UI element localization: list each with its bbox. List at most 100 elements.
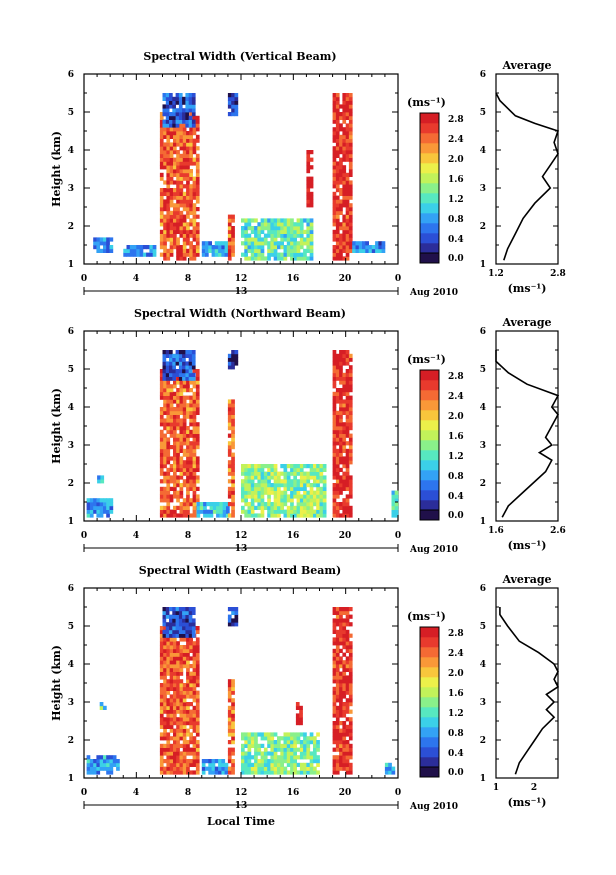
heatmap-cell — [342, 214, 347, 219]
heatmap-cell — [250, 483, 255, 488]
heatmap-cell — [176, 664, 180, 669]
heatmap-cell — [179, 460, 184, 465]
heatmap-cell — [332, 350, 337, 355]
heatmap-cell — [335, 422, 340, 427]
heatmap-cell — [159, 372, 164, 377]
heatmap-cell — [159, 448, 164, 453]
heatmap-cell — [189, 142, 193, 147]
heatmap-cell — [186, 486, 190, 491]
heatmap-cell — [348, 702, 353, 707]
heatmap-cell — [313, 755, 317, 760]
heatmap-cell — [159, 467, 164, 472]
heatmap-cell — [186, 380, 190, 385]
heatmap-cell — [227, 717, 232, 722]
heatmap-cell — [322, 483, 327, 488]
heatmap-cell — [182, 418, 187, 423]
heatmap-cell — [332, 399, 337, 404]
heatmap-cell — [290, 245, 294, 250]
heatmap-cell — [332, 134, 337, 139]
heatmap-cell — [260, 483, 265, 488]
heatmap-cell — [332, 407, 337, 412]
heatmap-cell — [185, 369, 190, 374]
heatmap-cell — [283, 747, 288, 752]
heatmap-cell — [286, 479, 291, 484]
heatmap-cell — [169, 713, 174, 718]
heatmap-cell — [348, 108, 353, 113]
heatmap-cell — [342, 184, 347, 189]
heatmap-cell — [309, 494, 314, 499]
heatmap-cell — [342, 667, 347, 672]
heatmap-cell — [163, 759, 167, 764]
heatmap-cell — [391, 513, 396, 518]
heatmap-cell — [195, 751, 200, 756]
heatmap-cell — [211, 766, 216, 771]
heatmap-cell — [176, 452, 180, 457]
heatmap-cell — [342, 350, 347, 355]
heatmap-cell — [176, 184, 180, 189]
heatmap-cell — [186, 475, 190, 480]
y-tick-label: 3 — [480, 441, 486, 451]
heatmap-cell — [182, 165, 187, 170]
heatmap-cell — [169, 622, 173, 627]
heatmap-cell — [179, 721, 184, 726]
heatmap-cell — [178, 350, 183, 355]
heatmap-cell — [96, 248, 101, 253]
heatmap-cell — [241, 505, 245, 510]
colorbar-frame — [419, 626, 440, 778]
heatmap-cell — [260, 513, 265, 518]
heatmap-cell — [263, 490, 268, 495]
heatmap-cell — [293, 743, 297, 748]
heatmap-cell — [182, 399, 187, 404]
heatmap-cell — [176, 157, 180, 162]
heatmap-cell — [195, 229, 200, 234]
heatmap-cell — [303, 256, 307, 261]
heatmap-cell — [299, 245, 304, 250]
heatmap-cell — [348, 184, 353, 189]
heatmap-cell — [335, 426, 340, 431]
heatmap-cell — [241, 755, 245, 760]
heatmap-cell — [332, 245, 337, 250]
heatmap-cell — [335, 675, 340, 680]
heatmap-cell — [260, 498, 265, 503]
heatmap-cell — [270, 218, 275, 223]
heatmap-cell — [342, 736, 347, 741]
heatmap-cell — [176, 433, 180, 438]
heatmap-cell — [159, 437, 164, 442]
heatmap-cell — [260, 252, 265, 257]
heatmap-cell — [192, 384, 197, 389]
heatmap-cell — [267, 248, 271, 253]
heatmap-cell — [260, 755, 265, 760]
heatmap-cell — [192, 191, 197, 196]
heatmap-cell — [189, 679, 193, 684]
heatmap-cell — [195, 743, 200, 748]
heatmap-cell — [286, 218, 291, 223]
heatmap-cell — [384, 766, 389, 771]
heatmap-cell — [316, 490, 320, 495]
heatmap-cell — [290, 222, 294, 227]
heatmap-cell — [273, 498, 278, 503]
y-axis-label: Height (km) — [50, 645, 63, 721]
colorbar-swatch — [420, 747, 439, 758]
heatmap-cell — [188, 372, 193, 377]
heatmap-cell — [179, 766, 184, 771]
heatmap-cell — [231, 490, 235, 495]
heatmap-cell — [309, 483, 314, 488]
heatmap-cell — [93, 241, 97, 246]
heatmap-cell — [342, 403, 347, 408]
heatmap-cell — [136, 248, 140, 253]
heatmap-cell — [214, 766, 219, 771]
heatmap-cell — [173, 399, 177, 404]
heatmap-cell — [299, 755, 304, 760]
heatmap-cell — [192, 203, 197, 208]
heatmap-cell — [173, 483, 177, 488]
heatmap-cell — [191, 610, 196, 615]
heatmap-cell — [103, 755, 107, 760]
heatmap-cell — [211, 252, 216, 257]
heatmap-cell — [186, 747, 190, 752]
colorbar: (ms⁻¹) 2.8 2.4 2.0 1.6 1.2 0.8 0.4 0.0 — [407, 353, 464, 521]
heatmap-cell — [216, 502, 220, 507]
heatmap-cell — [159, 241, 164, 246]
heatmap-cell — [299, 252, 304, 257]
heatmap-cell — [358, 245, 363, 250]
heatmap-cell — [348, 119, 353, 124]
